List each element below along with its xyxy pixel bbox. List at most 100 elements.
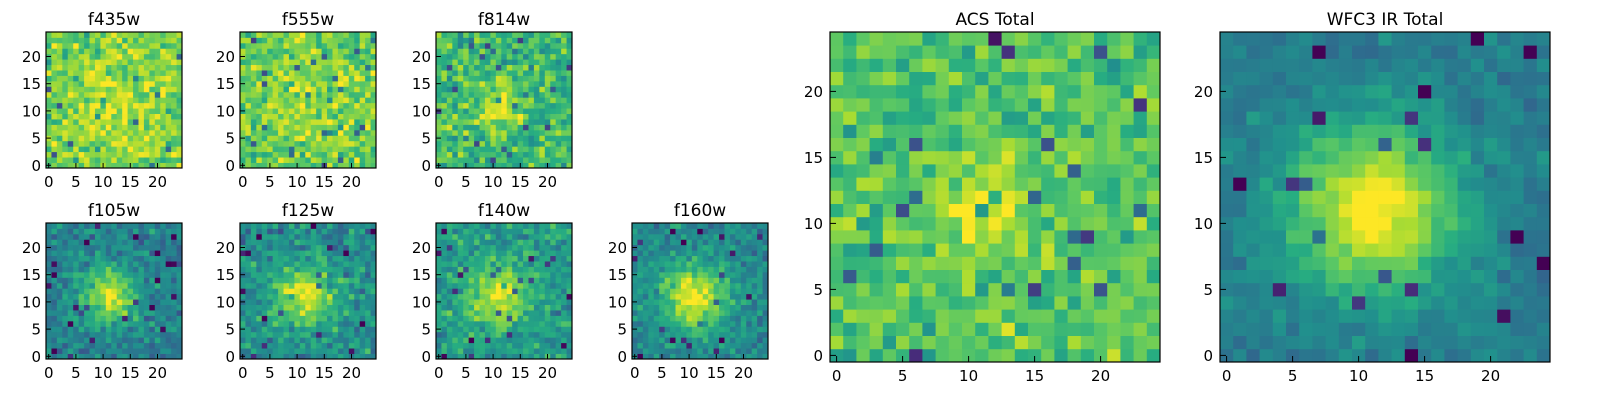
heatmap-cell	[127, 271, 134, 278]
heatmap-cell	[78, 80, 85, 87]
heatmap-cell	[327, 59, 333, 66]
heatmap-cell	[533, 320, 540, 327]
heatmap-cell	[116, 80, 123, 87]
heatmap-cell	[138, 293, 145, 300]
y-axis: 0 5 10 15 20	[412, 48, 441, 175]
heatmap-cell	[517, 86, 524, 93]
heatmap-cell	[528, 157, 535, 163]
heatmap-cell	[294, 37, 301, 44]
panel-title: f125w	[282, 201, 334, 221]
heatmap-cell	[702, 239, 709, 246]
heatmap-cell	[691, 348, 698, 354]
heatmap-cell	[316, 239, 322, 246]
heatmap-cell	[490, 32, 497, 38]
heatmap-cell	[539, 255, 546, 262]
heatmap-cell	[62, 80, 69, 87]
heatmap-cell	[94, 80, 101, 87]
heatmap-cell	[67, 102, 74, 109]
heatmap-cell	[1133, 296, 1148, 310]
heatmap-cell	[484, 299, 491, 305]
heatmap-cell	[278, 53, 284, 60]
heatmap-cell	[909, 124, 923, 138]
heatmap-cell	[165, 288, 172, 295]
heatmap-cell	[463, 129, 470, 136]
heatmap-cell	[446, 53, 453, 60]
heatmap-cell	[122, 140, 128, 147]
heatmap-cell	[176, 48, 183, 55]
heatmap-cell	[740, 266, 747, 273]
heatmap-cell	[544, 304, 551, 311]
heatmap-cell	[138, 119, 145, 125]
heatmap-cell	[359, 146, 366, 153]
heatmap-cell	[896, 137, 910, 152]
heatmap-cell	[1028, 243, 1042, 257]
heatmap-cell	[675, 244, 682, 251]
heatmap-cell	[105, 310, 112, 316]
heatmap-cell	[544, 140, 551, 147]
heatmap-cell	[154, 119, 161, 125]
heatmap-cell	[62, 75, 69, 82]
heatmap-cell	[305, 244, 312, 251]
heatmap-cell	[922, 296, 936, 310]
heatmap-cell	[348, 277, 355, 284]
heatmap-cell	[523, 146, 529, 153]
x-tick-label: 20	[538, 173, 557, 191]
heatmap-cell	[550, 315, 557, 322]
heatmap-cell	[327, 124, 333, 131]
heatmap-cell	[1041, 282, 1055, 297]
heatmap-cell	[751, 250, 758, 257]
heatmap-cell	[267, 53, 274, 60]
heatmap-cell	[484, 119, 491, 125]
heatmap-cell	[111, 48, 118, 55]
heatmap-cell	[267, 75, 274, 82]
heatmap-cell	[948, 322, 963, 336]
heatmap-cell	[452, 233, 459, 240]
heatmap-cell	[659, 233, 666, 240]
heatmap-cell	[354, 37, 361, 44]
heatmap-cell	[250, 119, 257, 125]
heatmap-cell	[89, 304, 96, 311]
heatmap-cell	[283, 233, 290, 240]
heatmap-cell	[1067, 216, 1082, 231]
heatmap-cell	[566, 53, 573, 60]
heatmap-cell	[680, 271, 687, 278]
heatmap-cell	[365, 244, 371, 251]
heatmap-cell	[757, 255, 763, 262]
heatmap-cell	[305, 337, 312, 344]
heatmap-cell	[757, 244, 763, 251]
heatmap-cell	[56, 140, 63, 147]
heatmap-cell	[89, 320, 96, 327]
heatmap-cell	[321, 135, 328, 142]
heatmap-cell	[484, 59, 491, 66]
heatmap-cell	[127, 48, 134, 55]
heatmap-cell	[332, 70, 339, 76]
heatmap-cell	[348, 271, 355, 278]
heatmap-cell	[1094, 322, 1108, 336]
heatmap-cell	[490, 119, 497, 125]
heatmap-cell	[111, 53, 118, 60]
heatmap-cell	[729, 299, 736, 305]
x-tick-label: 10	[484, 364, 503, 382]
heatmap-cell	[278, 326, 284, 333]
heatmap-cell	[370, 108, 377, 114]
heatmap-cell	[1028, 282, 1042, 297]
heatmap-cell	[680, 315, 687, 322]
heatmap-cell	[261, 282, 268, 289]
heatmap-cell	[165, 244, 172, 251]
heatmap-cell	[171, 250, 177, 257]
heatmap-cell	[261, 129, 268, 136]
heatmap-cell	[343, 348, 350, 354]
heatmap-cell	[501, 293, 508, 300]
heatmap-cell	[370, 233, 377, 240]
heatmap-cell	[78, 261, 85, 267]
heatmap-cell	[359, 157, 366, 163]
heatmap-cell	[463, 299, 470, 305]
heatmap-cell	[882, 296, 897, 310]
heatmap-cell	[757, 266, 763, 273]
heatmap-cell	[343, 326, 350, 333]
heatmap-cell	[1014, 164, 1029, 178]
heatmap-cell	[283, 288, 290, 295]
heatmap-cell	[149, 261, 156, 267]
heatmap-cell	[149, 102, 156, 109]
heatmap-cell	[697, 271, 704, 278]
